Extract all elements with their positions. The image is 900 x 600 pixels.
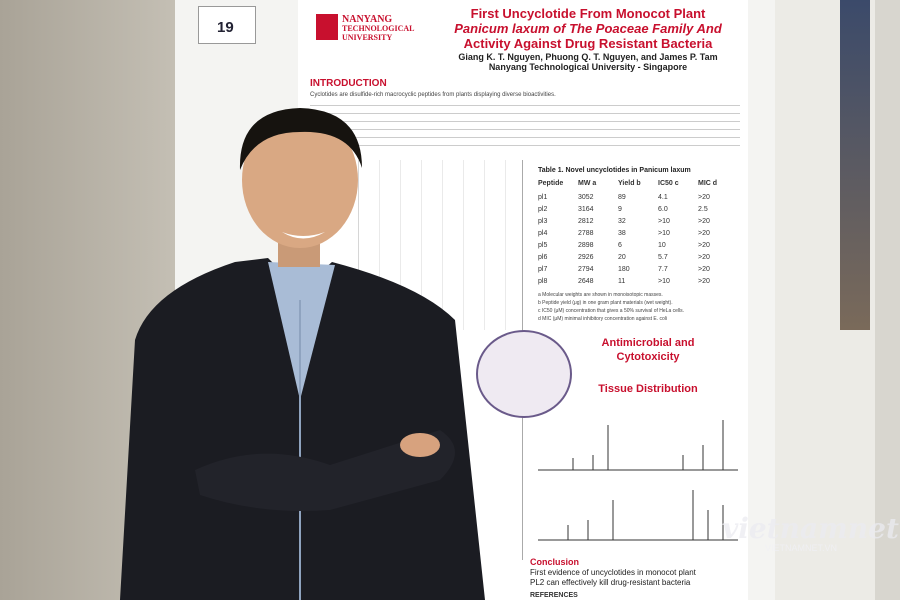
section-heading: Conclusion [530, 557, 579, 567]
badge-number: 19 [217, 19, 234, 36]
table-cell: >20 [698, 194, 710, 201]
section-heading: Tissue Distribution [598, 383, 698, 395]
table-cell: 6.0 [658, 206, 668, 213]
table-cell: 2794 [578, 266, 594, 273]
table-cell: 20 [618, 254, 626, 261]
table-header: IC50 c [658, 180, 679, 187]
conclusion-text: PL2 can effectively kill drug-resistant … [530, 578, 691, 587]
section-heading: REFERENCES [530, 592, 578, 599]
logo-text: TECHNOLOGICAL [342, 24, 415, 33]
table-cell: pl7 [538, 266, 548, 273]
wall-edge [875, 0, 900, 600]
table-cell: 2788 [578, 230, 594, 237]
table-note: a Molecular weights are shown in monoiso… [538, 292, 663, 298]
section-heading: Antimicrobial and [601, 337, 695, 349]
table-cell: >10 [658, 218, 670, 225]
logo-text: NANYANG [342, 14, 393, 25]
poster-title: Activity Against Drug Resistant Bacteria [463, 36, 713, 51]
logo-text: UNIVERSITY [342, 33, 393, 42]
table-cell: pl3 [538, 218, 548, 225]
watermark-url: VIETNAMNET.VN [765, 543, 838, 553]
table-cell: 38 [618, 230, 626, 237]
table-cell: >20 [698, 242, 710, 249]
table-cell: >10 [658, 230, 670, 237]
table-header: Yield b [618, 180, 641, 187]
intro-body [310, 102, 740, 152]
table-caption: Table 1. Novel uncyclotides in Panicum l… [538, 167, 691, 174]
intro-text: Cyclotides are disulfide-rich macrocycli… [310, 92, 556, 98]
table-cell: 2648 [578, 278, 594, 285]
table-cell: 10 [658, 242, 666, 249]
table-note: d MIC (μM) minimal inhibitory concentrat… [538, 316, 668, 322]
poster-title: Panicum laxum of The Poaceae Family And [454, 21, 722, 36]
table-cell: 2.5 [698, 206, 708, 213]
table-cell: 180 [618, 266, 630, 273]
table-cell: 89 [618, 194, 626, 201]
affiliation: Nanyang Technological University - Singa… [488, 62, 688, 72]
poster-title: First Uncyclotide From Monocot Plant [470, 6, 706, 21]
table-cell: pl2 [538, 206, 548, 213]
table-cell: >20 [698, 278, 710, 285]
table-cell: 3164 [578, 206, 594, 213]
table-cell: >20 [698, 254, 710, 261]
table-cell: pl1 [538, 194, 548, 201]
table-note: c IC50 (μM) concentration that gives a 5… [538, 308, 685, 314]
table-cell: >20 [698, 230, 710, 237]
authors: Giang K. T. Nguyen, Phuong Q. T. Nguyen,… [458, 52, 718, 62]
table-cell: 9 [618, 206, 622, 213]
table-cell: pl8 [538, 278, 548, 285]
table-cell: >10 [658, 278, 670, 285]
conclusion-text: First evidence of uncyclotides in monoco… [530, 568, 696, 577]
table-cell: 11 [618, 278, 626, 285]
table-cell: pl4 [538, 230, 548, 237]
watermark-brand: vietnamnet [722, 512, 899, 545]
table-header: Peptide [538, 180, 564, 187]
table-cell: >20 [698, 266, 710, 273]
section-heading: INTRODUCTION [310, 78, 387, 89]
table-cell: 3052 [578, 194, 594, 201]
table-note: b Peptide yield (μg) in one gram plant m… [538, 300, 673, 306]
table-cell: 2812 [578, 218, 594, 225]
society-logo [476, 330, 572, 418]
table-header: MIC d [698, 180, 718, 187]
table-cell: 5.7 [658, 254, 668, 261]
table-cell: pl5 [538, 242, 548, 249]
table-cell: 4.1 [658, 194, 668, 201]
ms-spectra [538, 420, 738, 541]
table-cell: >20 [698, 218, 710, 225]
number-badge: 19 [198, 6, 256, 44]
table-cell: 6 [618, 242, 622, 249]
table-cell: pl6 [538, 254, 548, 261]
logo-crest [316, 14, 338, 40]
table-cell: 2898 [578, 242, 594, 249]
table-cell: 32 [618, 218, 626, 225]
table-header: MW a [578, 180, 597, 187]
next-poster [840, 0, 870, 330]
table-cell: 7.7 [658, 266, 668, 273]
table-cell: 2926 [578, 254, 594, 261]
section-heading: Cytotoxicity [616, 351, 680, 363]
